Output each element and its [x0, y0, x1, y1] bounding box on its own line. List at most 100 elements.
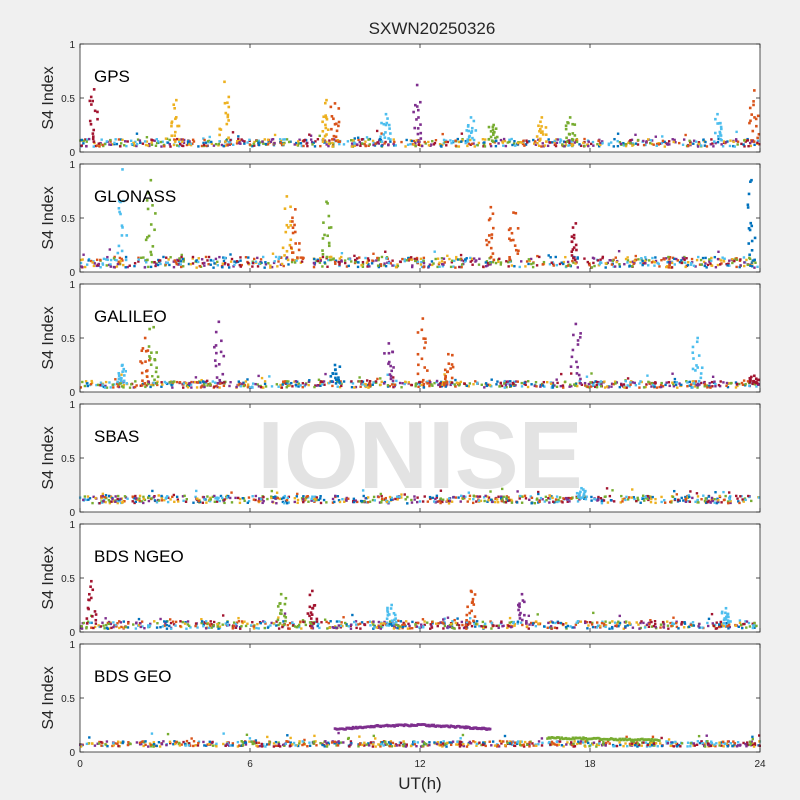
data-point: [484, 382, 488, 385]
data-point: [498, 385, 502, 388]
data-point: [514, 741, 517, 744]
data-point: [163, 145, 166, 148]
data-point: [421, 500, 425, 503]
data-point: [710, 256, 713, 260]
data-point: [84, 380, 88, 383]
data-point: [100, 740, 103, 744]
data-point: [231, 627, 235, 630]
data-point: [83, 495, 87, 498]
spike-point: [716, 122, 719, 125]
data-point: [536, 254, 539, 258]
data-point: [626, 384, 629, 387]
spike-point: [416, 331, 420, 334]
data-point: [219, 494, 223, 498]
data-point: [379, 383, 382, 386]
data-point: [154, 264, 157, 268]
data-point: [338, 385, 342, 389]
data-point: [687, 261, 690, 264]
data-point: [636, 498, 640, 502]
data-point: [337, 731, 340, 735]
data-point: [247, 385, 250, 389]
data-point: [654, 501, 657, 505]
data-point: [159, 617, 162, 621]
data-point: [391, 624, 394, 627]
data-point: [510, 264, 514, 267]
data-point: [312, 740, 316, 744]
data-point: [531, 622, 535, 625]
data-point: [412, 143, 416, 146]
data-point: [691, 386, 694, 389]
data-point: [549, 381, 553, 384]
data-point: [649, 618, 652, 622]
data-point: [712, 624, 716, 628]
data-point: [99, 258, 102, 262]
data-point: [633, 259, 636, 263]
data-point: [223, 381, 226, 384]
spike-point: [321, 249, 324, 252]
data-point: [383, 262, 386, 265]
data-point: [219, 381, 222, 384]
data-point: [162, 255, 165, 259]
data-point: [458, 745, 462, 748]
data-point: [225, 138, 229, 141]
data-point: [453, 618, 456, 622]
data-point: [466, 743, 470, 746]
data-point: [566, 498, 569, 501]
data-point: [348, 745, 351, 748]
spike-point: [324, 126, 328, 130]
data-point: [568, 140, 572, 144]
data-point: [381, 741, 384, 744]
data-point: [604, 262, 607, 265]
data-point: [553, 139, 557, 142]
data-point: [166, 732, 170, 736]
data-point: [143, 140, 147, 143]
data-point: [717, 250, 720, 254]
data-point: [726, 385, 730, 389]
data-point: [290, 381, 293, 385]
data-point: [428, 495, 432, 499]
data-point: [690, 383, 693, 386]
data-point: [318, 261, 322, 264]
data-point: [187, 744, 191, 747]
data-point: [387, 624, 391, 627]
data-point: [134, 500, 138, 504]
data-point: [395, 495, 399, 498]
data-point: [732, 144, 735, 148]
spike-point: [535, 135, 539, 138]
data-point: [463, 258, 467, 261]
data-point: [714, 141, 717, 145]
data-point: [543, 385, 546, 388]
data-point: [200, 378, 203, 382]
data-point: [667, 381, 671, 384]
spike-point: [281, 246, 285, 250]
spike-point: [426, 382, 430, 385]
data-point: [232, 621, 236, 624]
data-point: [615, 260, 618, 264]
spike-point: [577, 373, 581, 377]
data-point: [162, 740, 165, 743]
data-point: [538, 499, 541, 502]
data-point: [346, 737, 350, 741]
data-point: [361, 489, 365, 492]
data-point: [149, 622, 152, 626]
data-point: [280, 143, 284, 147]
spike-point: [153, 228, 156, 232]
spike-point: [224, 111, 228, 115]
data-point: [264, 261, 267, 264]
data-point: [377, 495, 380, 499]
data-point: [104, 380, 108, 384]
data-point: [393, 744, 397, 748]
spike-point: [149, 223, 153, 226]
data-point: [120, 385, 124, 388]
data-point: [251, 265, 254, 268]
data-point: [174, 620, 178, 624]
data-point: [150, 143, 154, 146]
data-point: [384, 140, 387, 144]
data-point: [186, 140, 190, 143]
spike-point: [148, 327, 151, 331]
data-point: [181, 138, 184, 141]
data-point: [711, 622, 714, 625]
data-point: [165, 623, 168, 627]
spike-point: [382, 122, 386, 126]
data-point: [371, 259, 374, 262]
